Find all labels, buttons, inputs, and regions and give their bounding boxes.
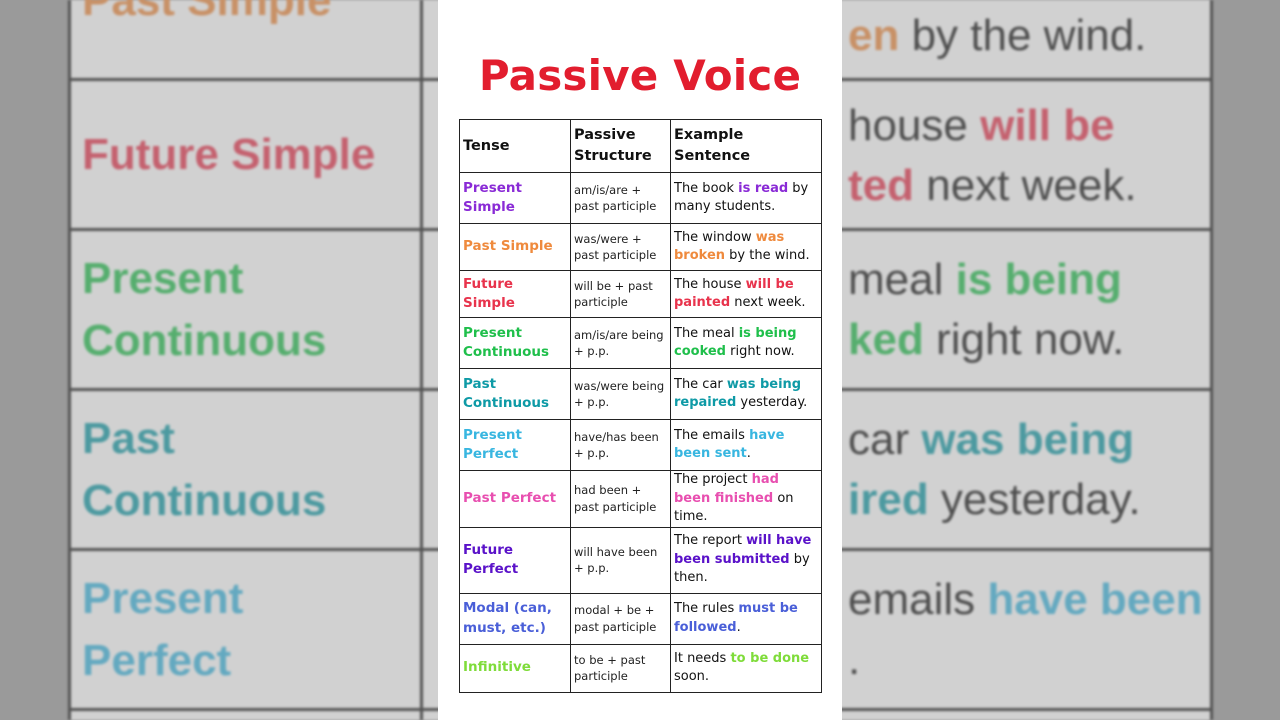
bg-sentence-past-continuous: car was being ired yesterday. (848, 415, 1141, 524)
tense-cell: Present Continuous (459, 317, 571, 369)
example-cell: The meal is being cooked right now. (670, 317, 822, 369)
sentence-text: The meal (674, 325, 739, 341)
bg-tense-past-continuous: Past Continuous (82, 414, 327, 525)
example-cell: The house will be painted next week. (670, 270, 822, 318)
header-tense: Tense (459, 119, 571, 173)
sentence-text: The house (674, 276, 746, 292)
passive-verb-highlight: was being repaired (674, 376, 802, 411)
bg-sentence-present-perfect: emails have been . (848, 575, 1203, 684)
sentence-text: The emails (674, 427, 750, 443)
sentence-text: It needs (674, 650, 731, 666)
table-row: Future Simple will be + past participle Th… (459, 270, 822, 318)
tense-cell: Present Simple (459, 172, 571, 224)
passive-verb-highlight: was broken (674, 229, 785, 264)
sentence-text: The window (674, 229, 756, 245)
table-header-row: Tense Passive Structure Example Sentence (459, 119, 822, 173)
sentence-text: by many students. (674, 180, 809, 215)
tense-cell: Past Continuous (459, 368, 571, 420)
sentence-text: yesterday. (736, 395, 808, 410)
passive-verb-highlight: to be done (730, 650, 810, 666)
passive-voice-table: Tense Passive Structure Example Sentence… (459, 119, 822, 693)
table-row: Present Perfect have/has been + p.p. The e… (459, 419, 822, 471)
tense-cell: Infinitive (459, 643, 571, 693)
table-row: Present Continuous am/is/are being + p.p.… (459, 317, 822, 369)
sentence-text: next week. (730, 295, 806, 310)
table-row: Future Perfect will have been + p.p. The r… (459, 526, 822, 594)
tense-cell: Past Perfect (459, 470, 571, 528)
bg-sentence-present-continuous: meal is being ked right now. (848, 255, 1125, 364)
table-row: Past Continuous was/were being + p.p. The … (459, 368, 822, 420)
table-row: Infinitive to be + past participle It need… (459, 643, 822, 693)
example-cell: The book is read by many students. (670, 172, 822, 224)
bg-sentence-past-simple: en by the wind. (848, 11, 1147, 60)
tense-cell: Future Simple (459, 270, 571, 318)
example-cell: The report will have been submitted by t… (670, 526, 822, 594)
structure-cell: was/were + past participle (570, 223, 671, 271)
content-panel: Passive Voice Tense Passive Structure Ex… (438, 0, 842, 720)
tense-cell: Present Perfect (459, 419, 571, 471)
example-cell: The emails have been sent. (670, 419, 822, 471)
example-cell: The window was broken by the wind. (670, 223, 822, 271)
table-row: Past Simple was/were + past participle The… (459, 223, 822, 271)
passive-verb-highlight: had been finished (674, 472, 779, 506)
structure-cell: have/has been + p.p. (570, 419, 671, 471)
passive-verb-highlight: will be painted (674, 276, 794, 311)
bg-tense-present-continuous: Present Continuous (82, 254, 327, 365)
structure-cell: was/were being + p.p. (570, 368, 671, 420)
bg-tense-past-simple: Past Simple (82, 0, 332, 25)
example-cell: The car was being repaired yesterday. (670, 368, 822, 420)
bg-sentence-future-simple: house will be ted next week. (848, 101, 1137, 210)
sentence-text: on time. (674, 490, 794, 525)
sentence-text: The book (674, 180, 739, 196)
bg-tense-future-simple: Future Simple (82, 130, 376, 179)
sentence-text: The report (674, 533, 747, 549)
tense-cell: Past Simple (459, 223, 571, 271)
sentence-text: by then. (674, 551, 810, 586)
passive-verb-highlight: have been sent (674, 427, 785, 462)
table-row: Present Simple am/is/are + past participl… (459, 172, 822, 224)
structure-cell: will be + past participle (570, 270, 671, 318)
bg-tense-present-perfect: Present Perfect (82, 574, 244, 685)
tense-cell: Future Perfect (459, 526, 571, 594)
page-title: Passive Voice (478, 51, 802, 100)
structure-cell: had been + past participle (570, 470, 671, 528)
structure-cell: to be + past participle (570, 643, 671, 693)
example-cell: The rules must be followed. (670, 592, 822, 645)
structure-cell: am/is/are being + p.p. (570, 317, 671, 369)
structure-cell: am/is/are + past participle (570, 172, 671, 224)
sentence-text: by the wind. (725, 248, 810, 263)
structure-cell: modal + be + past participle (570, 592, 671, 645)
example-cell: It needs to be done soon. (670, 643, 822, 693)
table-row: Past Perfect had been + past participle Th… (459, 470, 822, 528)
tense-cell: Modal (can, must, etc.) (459, 592, 571, 645)
example-cell: The project had been finished on time. (670, 470, 822, 528)
passive-verb-highlight: will have been submitted (674, 533, 812, 567)
structure-cell: will have been + p.p. (570, 526, 671, 594)
passive-verb-highlight: is read (738, 180, 789, 196)
passive-verb-highlight: must be followed (674, 601, 798, 635)
sentence-text: The project (674, 472, 752, 487)
sentence-text: . (736, 619, 741, 635)
table-row: Modal (can, must, etc.) modal + be + past… (459, 592, 822, 645)
sentence-text: right now. (726, 344, 795, 359)
header-example-sentence: Example Sentence (670, 119, 822, 173)
sentence-text: soon. (674, 669, 710, 684)
sentence-text: The rules (674, 601, 739, 616)
header-passive-structure: Passive Structure (570, 119, 671, 173)
passive-verb-highlight: is being cooked (674, 325, 797, 360)
sentence-text: . (746, 446, 751, 461)
sentence-text: The car (674, 376, 727, 392)
